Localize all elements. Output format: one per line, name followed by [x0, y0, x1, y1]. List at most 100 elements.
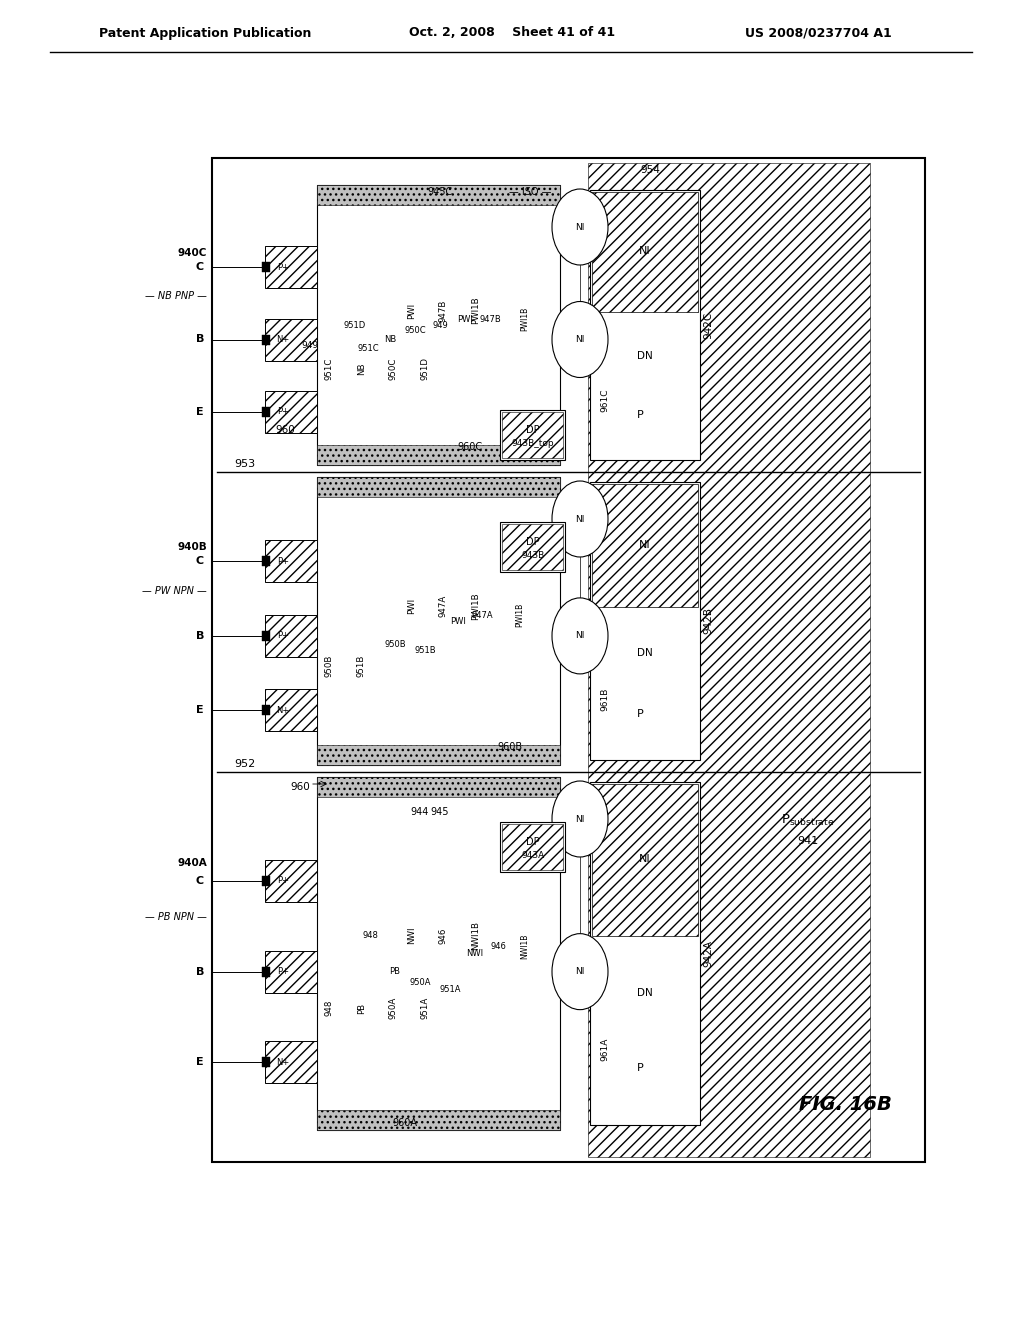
Text: 946: 946: [490, 941, 506, 950]
Bar: [590, 482, 700, 760]
Text: PWI1B: PWI1B: [520, 308, 529, 331]
Text: 951D: 951D: [344, 321, 367, 330]
Bar: [265, 391, 317, 433]
Text: 943B_top: 943B_top: [511, 438, 554, 447]
Text: 951B: 951B: [357, 655, 366, 677]
Text: P+: P+: [278, 968, 289, 977]
Bar: [212, 158, 925, 1162]
Text: 943A: 943A: [521, 850, 544, 859]
Text: NI: NI: [639, 246, 651, 256]
Bar: [262, 705, 270, 715]
Text: P: P: [637, 709, 643, 719]
Bar: [317, 777, 560, 797]
Text: PWI1B: PWI1B: [515, 603, 524, 627]
Text: 941: 941: [798, 836, 818, 846]
Bar: [502, 824, 563, 870]
Text: NI: NI: [575, 515, 585, 524]
Text: 949: 949: [432, 321, 447, 330]
Text: PWI: PWI: [451, 616, 466, 626]
Text: NWI1B: NWI1B: [520, 933, 529, 958]
Text: PWI1B: PWI1B: [471, 593, 480, 620]
Text: DP: DP: [525, 537, 540, 546]
Text: 961C: 961C: [600, 389, 609, 412]
Text: FIG. 16B: FIG. 16B: [799, 1096, 892, 1114]
Text: 951C: 951C: [357, 343, 379, 352]
Text: PB: PB: [389, 968, 400, 977]
Ellipse shape: [552, 598, 608, 675]
Text: 960C: 960C: [458, 442, 482, 451]
Text: 951A: 951A: [421, 997, 430, 1019]
Text: P: P: [637, 411, 643, 421]
Ellipse shape: [552, 189, 608, 265]
Bar: [317, 185, 560, 465]
Text: — PB NPN —: — PB NPN —: [145, 912, 207, 923]
Text: C: C: [196, 876, 204, 886]
Text: NB: NB: [357, 362, 366, 375]
Bar: [262, 876, 270, 886]
Bar: [317, 477, 560, 498]
Text: PB: PB: [357, 1002, 366, 1014]
Text: 950B: 950B: [325, 655, 334, 677]
Text: 960: 960: [275, 425, 295, 436]
Text: NI: NI: [575, 223, 585, 231]
Text: P+: P+: [278, 557, 289, 566]
Text: NI: NI: [639, 854, 651, 865]
Text: 949: 949: [301, 341, 318, 350]
Bar: [592, 191, 698, 312]
Text: B: B: [196, 631, 204, 642]
Text: NI: NI: [575, 968, 585, 977]
Text: PWI1B: PWI1B: [471, 297, 480, 325]
Text: P$_{\sf substrate}$: P$_{\sf substrate}$: [781, 812, 835, 828]
Text: C: C: [196, 557, 204, 566]
Text: NB: NB: [384, 335, 396, 345]
Text: — NB PNP —: — NB PNP —: [145, 290, 207, 301]
Text: PWI: PWI: [407, 598, 416, 614]
Text: 942A: 942A: [703, 940, 713, 968]
Bar: [500, 411, 565, 459]
Text: US 2008/0237704 A1: US 2008/0237704 A1: [744, 26, 891, 40]
Text: 960: 960: [290, 781, 309, 792]
Bar: [317, 777, 560, 1130]
Bar: [262, 966, 270, 977]
Text: 961B: 961B: [600, 688, 609, 710]
Bar: [590, 190, 700, 459]
Text: 946: 946: [439, 927, 449, 944]
Bar: [317, 477, 560, 766]
Text: 951A: 951A: [439, 985, 461, 994]
Bar: [265, 859, 317, 902]
Text: 940C: 940C: [177, 248, 207, 257]
Bar: [265, 950, 317, 993]
Text: 953: 953: [234, 459, 255, 469]
Text: P+: P+: [278, 263, 289, 272]
Bar: [592, 784, 698, 936]
Text: 947B: 947B: [439, 300, 449, 322]
Ellipse shape: [552, 933, 608, 1010]
Bar: [265, 246, 317, 288]
Text: 940A: 940A: [177, 858, 207, 867]
Bar: [317, 185, 560, 205]
Text: 952: 952: [234, 759, 255, 770]
Text: DP: DP: [525, 837, 540, 847]
Bar: [592, 484, 698, 607]
Text: 948: 948: [362, 931, 378, 940]
Text: NI: NI: [575, 631, 585, 640]
Text: NWI: NWI: [407, 927, 416, 944]
Bar: [317, 1110, 560, 1130]
Text: 960B: 960B: [498, 742, 522, 752]
Text: NI: NI: [575, 335, 585, 345]
Text: DN: DN: [637, 351, 653, 362]
Bar: [502, 524, 563, 570]
Text: B: B: [196, 966, 204, 977]
Bar: [588, 162, 870, 1158]
Text: 944: 944: [410, 807, 428, 817]
Text: 950C: 950C: [404, 326, 426, 335]
Text: 961A: 961A: [600, 1038, 609, 1061]
Text: 947A: 947A: [439, 595, 449, 618]
Bar: [262, 631, 270, 642]
Text: P: P: [637, 1064, 643, 1073]
Text: Oct. 2, 2008    Sheet 41 of 41: Oct. 2, 2008 Sheet 41 of 41: [409, 26, 615, 40]
Text: — PW NPN —: — PW NPN —: [142, 586, 207, 597]
Text: 954: 954: [640, 165, 659, 176]
Text: P+: P+: [278, 631, 289, 640]
Text: 950C: 950C: [389, 358, 398, 380]
